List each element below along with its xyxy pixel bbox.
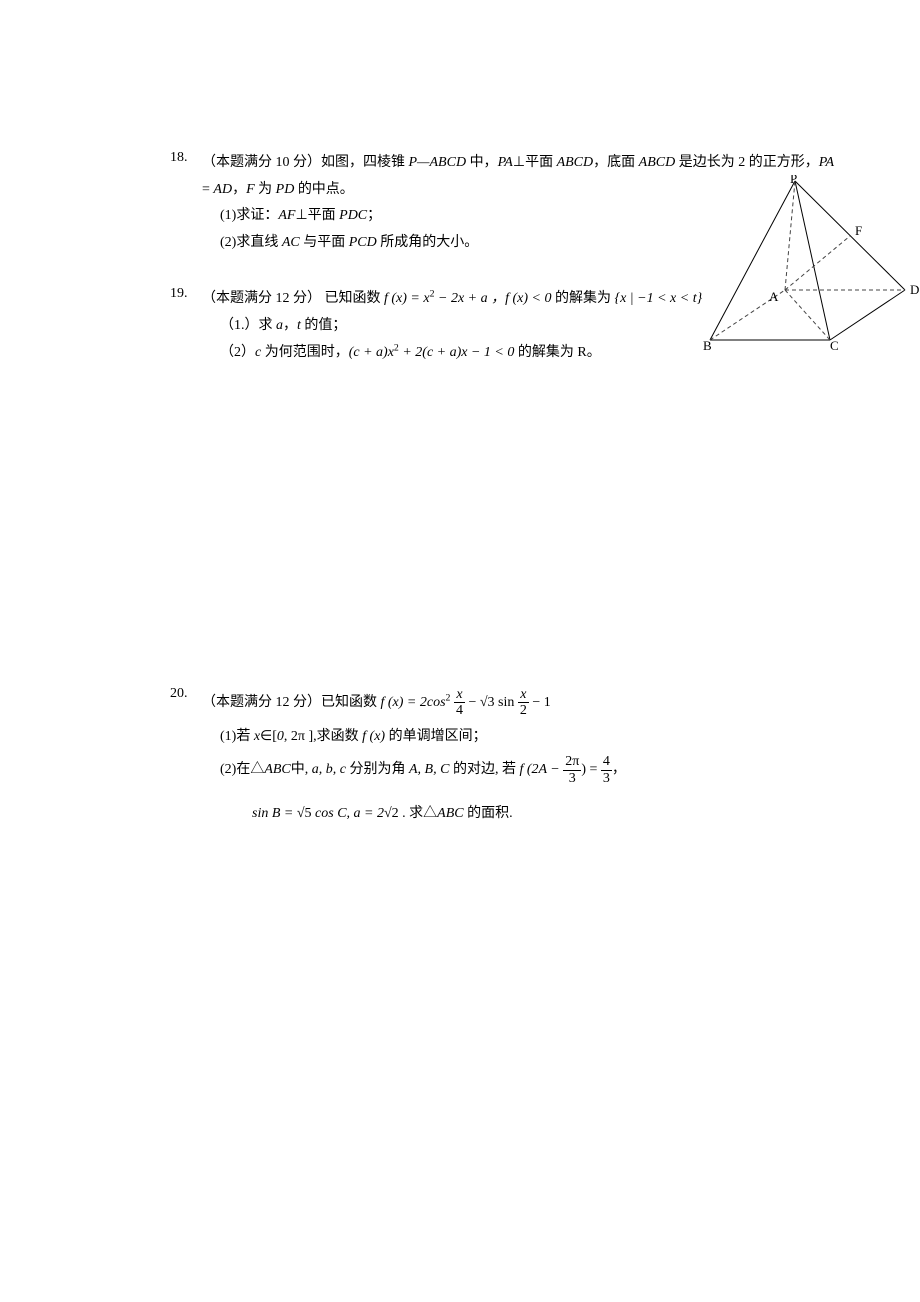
q18-text: （本题满分 10 分）如图，四棱锥: [202, 155, 409, 170]
q18-pdc: PDC: [339, 208, 367, 223]
q19-p2-mid1: 为何范围时，: [261, 345, 349, 360]
q18-part1-tail: ；: [367, 208, 381, 223]
q20-frac2-den: 2: [518, 703, 529, 718]
q20-p2-f2a: f (2A −: [519, 762, 563, 777]
q20-p2-prefix: (2)在△: [220, 762, 264, 777]
q19-p2-prefix: （2）: [220, 345, 255, 360]
q20-p1-fx: f (x): [362, 729, 385, 744]
q20-sin: sin: [495, 695, 515, 710]
q20-p1-prefix: (1)若: [220, 729, 254, 744]
q20-l3-abc: ABC: [437, 806, 463, 821]
q19-p2-expr-b: + 2(c + a)x − 1 < 0: [399, 345, 515, 360]
q18-part1-mid: ⊥平面: [295, 208, 339, 223]
q19-p1-a: a: [276, 318, 283, 333]
question-20: 20. （本题满分 12 分）已知函数 f (x) = 2cos2 x4 − √…: [170, 686, 865, 830]
q18-part1-prefix: (1)求证：: [220, 208, 278, 223]
q19-fx-tail: − 2x + a ，: [435, 291, 506, 306]
exam-page: 18. （本题满分 10 分）如图，四棱锥 P—ABCD 中，PA⊥平面 ABC…: [0, 0, 920, 1171]
q20-l3-cosC: cos C,: [312, 806, 354, 821]
q19-cond-mid: 的解集为: [551, 291, 614, 306]
q18-abcd1: ABCD: [557, 155, 594, 170]
q18-abcd2: ABCD: [639, 155, 676, 170]
q18-pd-tail: 的中点。: [294, 182, 354, 197]
q20-fx-left: f (x) = 2cos: [381, 695, 446, 710]
label-P: P: [790, 175, 797, 186]
q20-body: （本题满分 12 分）已知函数 f (x) = 2cos2 x4 − √3 si…: [202, 686, 865, 830]
q20-p2-close: ) =: [581, 762, 601, 777]
q18-number: 18.: [170, 150, 198, 166]
q20-p2-rhs-num: 4: [601, 754, 612, 770]
q20-frac2-num: x: [518, 687, 529, 703]
q19-p1-mid: ，: [283, 318, 297, 333]
q18-pa: PA: [498, 155, 513, 170]
q20-l3-a: a = 2: [354, 806, 384, 821]
q19-p2-tail: 的解集为 R。: [514, 345, 600, 360]
q18-eq-tail: ，: [232, 182, 246, 197]
q19-fx-left: f (x) = x: [384, 291, 430, 306]
q20-p1-upper: , 2π ],求函数: [284, 729, 362, 744]
q19-set: {x | −1 < x < t}: [614, 291, 702, 306]
q20-p1-lower: 0: [277, 729, 284, 744]
q18-pa2: PA: [819, 155, 834, 170]
q18-ac: AC: [282, 235, 300, 250]
q20-prefix: （本题满分 12 分）已知函数: [202, 695, 381, 710]
q20-p2-mid2: 分别为角: [346, 762, 409, 777]
q20-p1-tail: 的单调增区间；: [385, 729, 487, 744]
q20-sqrt3: √3: [480, 695, 495, 710]
q20-p2-ABC: A, B, C: [409, 762, 449, 777]
q18-part2-mid: 与平面: [300, 235, 349, 250]
q20-p2-mid1: 中,: [291, 762, 312, 777]
label-D: D: [910, 282, 919, 297]
q20-l3-sinB: sin B =: [252, 806, 297, 821]
q20-tail-const: − 1: [529, 695, 551, 710]
q18-text2: 中，: [466, 155, 498, 170]
q18-pcd: PCD: [349, 235, 377, 250]
q19-p1-prefix: （1.）求: [220, 318, 276, 333]
q18-text5: 是边长为 2 的正方形，: [675, 155, 819, 170]
q20-frac1-den: 4: [454, 703, 465, 718]
q20-l3-end: 的面积.: [464, 806, 513, 821]
q20-p2-abc2: a, b, c: [312, 762, 346, 777]
q19-number: 19.: [170, 286, 198, 302]
q18-text4: ，底面: [593, 155, 639, 170]
q20-p2-rhs-den: 3: [601, 771, 612, 786]
q19-p1-tail: 的值；: [301, 318, 347, 333]
q19-p2-expr-a: (c + a)x: [349, 345, 394, 360]
q18-part2-prefix: (2)求直线: [220, 235, 282, 250]
q20-p1-in: ∈[: [260, 729, 277, 744]
q19-cond-left: f (x) < 0: [505, 291, 551, 306]
q19-prefix: （本题满分 12 分） 已知函数: [202, 291, 384, 306]
q20-l3-tail: . 求△: [399, 806, 438, 821]
q20-p2-comma: ，: [612, 762, 626, 777]
q18-text3: ⊥平面: [513, 155, 557, 170]
q20-minus: −: [465, 695, 480, 710]
label-F: F: [855, 223, 862, 238]
q18-af: AF: [278, 208, 295, 223]
q20-l3-sqrt2: √2: [384, 806, 399, 821]
q20-number: 20.: [170, 686, 198, 702]
q20-p2-frac-den: 3: [563, 771, 581, 786]
q18-pd: PD: [276, 182, 295, 197]
q18-part2-tail: 所成角的大小。: [377, 235, 479, 250]
q20-l3-sqrt5: √5: [297, 806, 312, 821]
q18-p-abcd: P—ABCD: [409, 155, 467, 170]
q20-frac1-num: x: [454, 687, 465, 703]
q18-f: F: [246, 182, 255, 197]
q18-f-tail: 为: [255, 182, 276, 197]
question-18: 18. （本题满分 10 分）如图，四棱锥 P—ABCD 中，PA⊥平面 ABC…: [170, 150, 865, 256]
question-19: 19. （本题满分 12 分） 已知函数 f (x) = x2 − 2x + a…: [170, 286, 865, 366]
q20-p2-frac-num: 2π: [563, 754, 581, 770]
q20-p2-mid3: 的对边, 若: [449, 762, 519, 777]
q18-eq-mid: =: [202, 182, 213, 197]
q19-body: （本题满分 12 分） 已知函数 f (x) = x2 − 2x + a ，f …: [202, 286, 865, 366]
q20-p2-abc: ABC: [264, 762, 290, 777]
q18-ad: AD: [213, 182, 232, 197]
